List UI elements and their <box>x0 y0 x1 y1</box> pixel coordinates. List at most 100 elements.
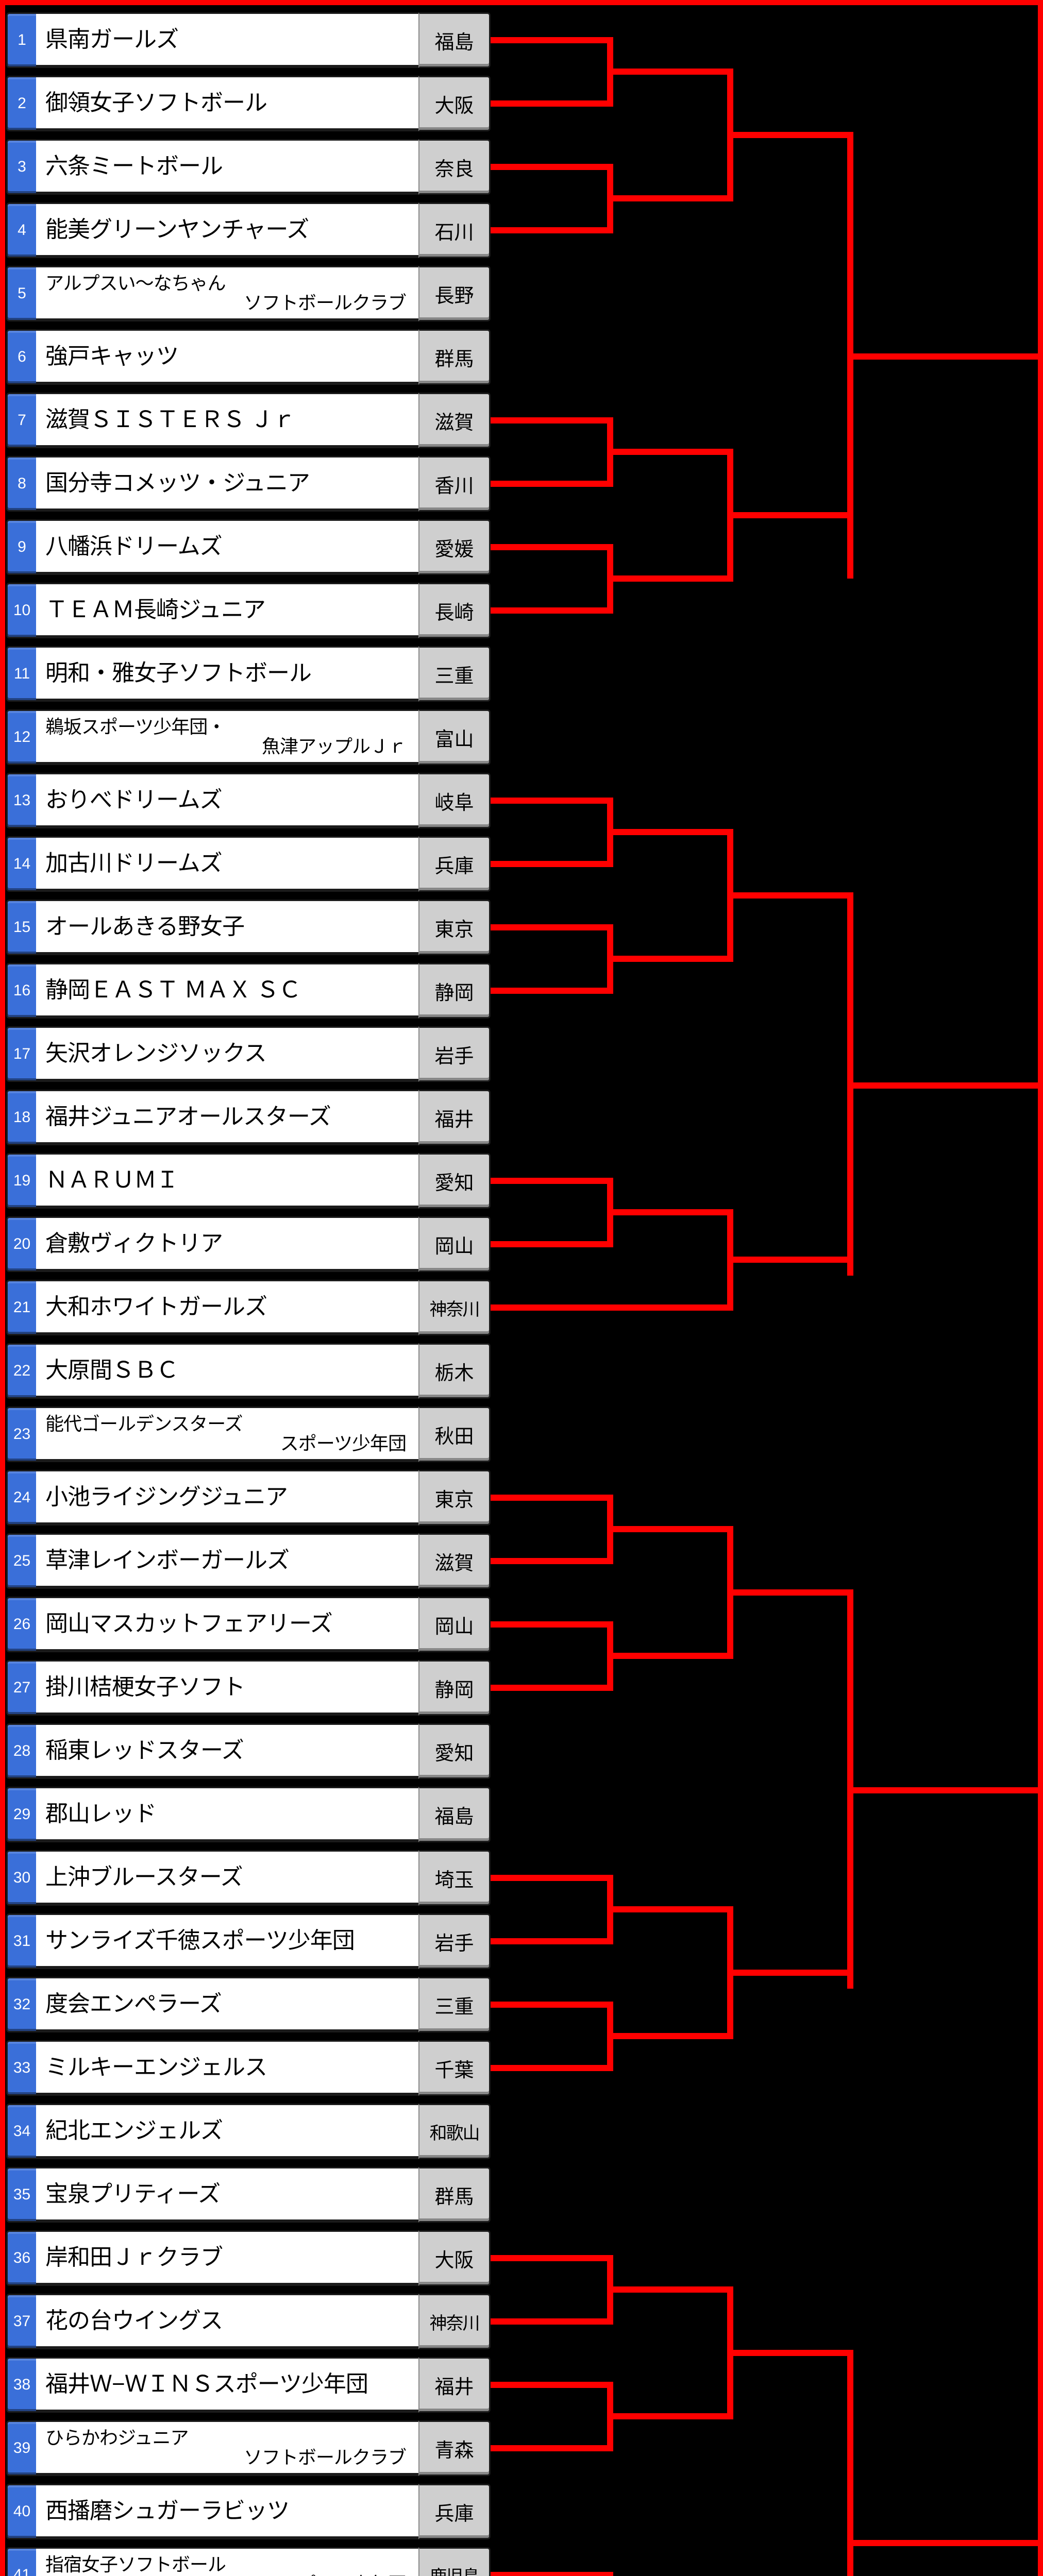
team-row: 17矢沢オレンジソックス岩手 <box>6 1026 491 1082</box>
team-name: サンライズ千徳スポーツ少年団 <box>36 1913 418 1969</box>
team-number: 24 <box>6 1470 36 1526</box>
team-number: 20 <box>6 1216 36 1272</box>
team-number: 33 <box>6 2040 36 2096</box>
bracket-lines <box>491 12 1037 2576</box>
team-prefecture: 東京 <box>418 900 491 955</box>
team-row: 1県南ガールズ福島 <box>6 12 491 68</box>
team-number: 39 <box>6 2420 36 2476</box>
team-prefecture: 埼玉 <box>418 1850 491 1906</box>
team-row: 29郡山レッド福島 <box>6 1787 491 1842</box>
team-list: 1県南ガールズ福島2御領女子ソフトボール大阪3六条ミートボール奈良4能美グリーン… <box>6 12 491 2576</box>
team-name: 明和・雅女子ソフトボール <box>36 646 418 702</box>
team-row: 3六条ミートボール奈良 <box>6 139 491 195</box>
team-prefecture: 愛知 <box>418 1723 491 1779</box>
team-name: 矢沢オレンジソックス <box>36 1026 418 1082</box>
team-number: 15 <box>6 900 36 955</box>
team-row: 28稲東レッドスターズ愛知 <box>6 1723 491 1779</box>
team-row: 37花の台ウイングス神奈川 <box>6 2294 491 2349</box>
team-prefecture: 長野 <box>418 266 491 321</box>
team-name: 岡山マスカットフェアリーズ <box>36 1597 418 1652</box>
team-prefecture: 岩手 <box>418 1026 491 1082</box>
team-name: 岸和田Ｊｒクラブ <box>36 2230 418 2286</box>
team-name: アルプスい〜なちゃんソフトボールクラブ <box>36 266 418 321</box>
team-number: 6 <box>6 329 36 385</box>
team-prefecture: 秋田 <box>418 1406 491 1462</box>
team-number: 17 <box>6 1026 36 1082</box>
team-number: 38 <box>6 2357 36 2413</box>
team-name: 度会エンペラーズ <box>36 1977 418 2032</box>
team-row: 10ＴＥＡＭ長崎ジュニア長崎 <box>6 583 491 638</box>
team-number: 26 <box>6 1597 36 1652</box>
team-number: 9 <box>6 519 36 575</box>
team-row: 11明和・雅女子ソフトボール三重 <box>6 646 491 702</box>
team-prefecture: 和歌山 <box>418 2104 491 2159</box>
team-row: 22大原間ＳＢＣ栃木 <box>6 1343 491 1399</box>
team-name: 掛川桔梗女子ソフト <box>36 1660 418 1716</box>
team-prefecture: 滋賀 <box>418 393 491 448</box>
team-row: 41指宿女子ソフトボールスポーツ少年団鹿児島 <box>6 2547 491 2576</box>
team-number: 37 <box>6 2294 36 2349</box>
team-prefecture: 奈良 <box>418 139 491 195</box>
team-number: 27 <box>6 1660 36 1716</box>
team-prefecture: 兵庫 <box>418 836 491 892</box>
team-name: 上沖ブルースターズ <box>36 1850 418 1906</box>
team-row: 35宝泉プリティーズ群馬 <box>6 2167 491 2223</box>
team-row: 14加古川ドリームズ兵庫 <box>6 836 491 892</box>
team-row: 4能美グリーンヤンチャーズ石川 <box>6 202 491 258</box>
team-row: 26岡山マスカットフェアリーズ岡山 <box>6 1597 491 1652</box>
team-row: 30上沖ブルースターズ埼玉 <box>6 1850 491 1906</box>
team-row: 38福井Ｗ−ＷＩＮＳスポーツ少年団福井 <box>6 2357 491 2413</box>
team-row: 31サンライズ千徳スポーツ少年団岩手 <box>6 1913 491 1969</box>
team-name: ＮＡＲＵＭＩ <box>36 1153 418 1209</box>
team-number: 32 <box>6 1977 36 2032</box>
team-row: 27掛川桔梗女子ソフト静岡 <box>6 1660 491 1716</box>
team-name: 大和ホワイトガールズ <box>36 1280 418 1335</box>
team-row: 25草津レインボーガールズ滋賀 <box>6 1533 491 1589</box>
team-number: 29 <box>6 1787 36 1842</box>
team-prefecture: 千葉 <box>418 2040 491 2096</box>
team-number: 41 <box>6 2547 36 2576</box>
team-prefecture: 岡山 <box>418 1597 491 1652</box>
team-number: 4 <box>6 202 36 258</box>
team-row: 12鵜坂スポーツ少年団・魚津アップルＪｒ富山 <box>6 709 491 765</box>
team-name: 八幡浜ドリームズ <box>36 519 418 575</box>
team-number: 23 <box>6 1406 36 1462</box>
team-prefecture: 滋賀 <box>418 1533 491 1589</box>
team-name: 西播磨シュガーラビッツ <box>36 2484 418 2539</box>
team-prefecture: 群馬 <box>418 2167 491 2223</box>
team-row: 24小池ライジングジュニア東京 <box>6 1470 491 1526</box>
team-number: 1 <box>6 12 36 68</box>
team-name: 紀北エンジェルズ <box>36 2104 418 2159</box>
team-number: 16 <box>6 963 36 1019</box>
team-name: 稲東レッドスターズ <box>36 1723 418 1779</box>
team-row: 13おりべドリームズ岐阜 <box>6 773 491 828</box>
team-row: 6強戸キャッツ群馬 <box>6 329 491 385</box>
team-name: ひらかわジュニアソフトボールクラブ <box>36 2420 418 2476</box>
team-row: 15オールあきる野女子東京 <box>6 900 491 955</box>
team-prefecture: 神奈川 <box>418 2294 491 2349</box>
team-name: 宝泉プリティーズ <box>36 2167 418 2223</box>
team-number: 30 <box>6 1850 36 1906</box>
team-name: オールあきる野女子 <box>36 900 418 955</box>
team-prefecture: 青森 <box>418 2420 491 2476</box>
team-name: 花の台ウイングス <box>36 2294 418 2349</box>
team-prefecture: 東京 <box>418 1470 491 1526</box>
team-row: 21大和ホワイトガールズ神奈川 <box>6 1280 491 1335</box>
team-number: 28 <box>6 1723 36 1779</box>
team-prefecture: 福島 <box>418 12 491 68</box>
team-prefecture: 群馬 <box>418 329 491 385</box>
team-name: おりべドリームズ <box>36 773 418 828</box>
team-name: 草津レインボーガールズ <box>36 1533 418 1589</box>
team-name: 静岡ＥＡＳＴ ＭＡＸ ＳＣ <box>36 963 418 1019</box>
team-row: 36岸和田Ｊｒクラブ大阪 <box>6 2230 491 2286</box>
team-prefecture: 三重 <box>418 1977 491 2032</box>
team-number: 14 <box>6 836 36 892</box>
team-name: 能美グリーンヤンチャーズ <box>36 202 418 258</box>
team-row: 18福井ジュニアオールスターズ福井 <box>6 1090 491 1145</box>
team-number: 22 <box>6 1343 36 1399</box>
team-name: 加古川ドリームズ <box>36 836 418 892</box>
team-prefecture: 岡山 <box>418 1216 491 1272</box>
team-number: 25 <box>6 1533 36 1589</box>
team-prefecture: 静岡 <box>418 1660 491 1716</box>
team-prefecture: 栃木 <box>418 1343 491 1399</box>
